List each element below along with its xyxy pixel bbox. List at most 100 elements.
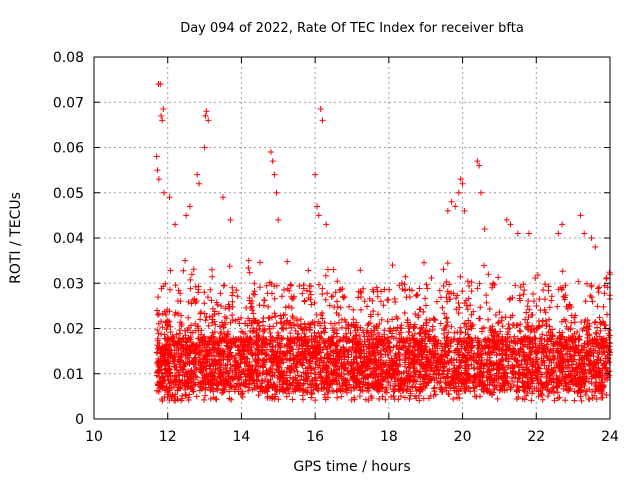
data-point — [249, 351, 256, 358]
data-point — [323, 221, 330, 228]
data-point — [581, 378, 588, 385]
data-point — [177, 384, 184, 391]
data-point — [162, 280, 169, 287]
data-point — [190, 266, 197, 273]
data-point — [416, 343, 423, 350]
data-point — [344, 351, 351, 358]
data-point — [289, 314, 296, 321]
data-point — [319, 315, 326, 322]
data-point — [381, 388, 388, 395]
data-point — [401, 287, 408, 294]
data-point — [399, 387, 406, 394]
data-point — [212, 358, 219, 365]
x-tick-label: 22 — [527, 429, 545, 445]
data-point — [561, 296, 568, 303]
data-point — [524, 370, 531, 377]
data-point — [514, 230, 521, 237]
data-point — [368, 393, 375, 400]
data-point — [361, 367, 368, 374]
data-point — [546, 372, 553, 379]
data-point — [199, 336, 206, 343]
data-point — [512, 282, 519, 289]
data-point — [292, 363, 299, 370]
data-point — [343, 330, 350, 337]
data-point — [588, 351, 595, 358]
data-point — [393, 327, 400, 334]
data-point — [396, 386, 403, 393]
data-point — [196, 180, 203, 187]
data-point — [261, 358, 268, 365]
data-point — [209, 382, 216, 389]
data-point — [180, 267, 187, 274]
data-point — [299, 290, 306, 297]
data-points — [153, 81, 613, 404]
data-point — [195, 289, 202, 296]
data-point — [506, 325, 513, 332]
data-point — [385, 369, 392, 376]
data-point — [290, 321, 297, 328]
data-point — [455, 310, 462, 317]
data-point — [201, 310, 208, 317]
data-point — [593, 379, 600, 386]
data-point — [521, 396, 528, 403]
data-point — [156, 343, 163, 350]
data-point — [250, 315, 257, 322]
data-point — [591, 392, 598, 399]
data-point — [382, 359, 389, 366]
data-point — [532, 275, 539, 282]
data-point — [428, 376, 435, 383]
data-point — [245, 265, 252, 272]
data-point — [283, 393, 290, 400]
data-point — [470, 308, 477, 315]
data-point — [217, 337, 224, 344]
data-point — [420, 308, 427, 315]
data-point — [186, 203, 193, 210]
data-point — [576, 336, 583, 343]
data-point — [159, 377, 166, 384]
data-point — [467, 377, 474, 384]
data-point — [397, 393, 404, 400]
data-point — [354, 340, 361, 347]
data-point — [481, 225, 488, 232]
data-point — [558, 340, 565, 347]
data-point — [341, 334, 348, 341]
data-point — [431, 342, 438, 349]
data-point — [267, 149, 274, 156]
data-point — [155, 320, 162, 327]
data-point — [524, 303, 531, 310]
data-point — [491, 333, 498, 340]
data-point — [217, 370, 224, 377]
data-point — [307, 358, 314, 365]
data-point — [529, 362, 536, 369]
data-point — [444, 260, 451, 267]
data-point — [593, 396, 600, 403]
data-point — [177, 357, 184, 364]
data-point — [306, 288, 313, 295]
data-point — [484, 335, 491, 342]
data-point — [510, 364, 517, 371]
data-point — [556, 374, 563, 381]
data-point — [154, 326, 161, 333]
data-point — [228, 339, 235, 346]
data-point — [424, 285, 431, 292]
data-point — [458, 329, 465, 336]
data-point — [393, 313, 400, 320]
data-point — [256, 336, 263, 343]
data-point — [263, 386, 270, 393]
data-point — [422, 333, 429, 340]
data-point — [283, 368, 290, 375]
data-point — [215, 342, 222, 349]
data-point — [468, 336, 475, 343]
data-point — [493, 352, 500, 359]
data-point — [266, 279, 273, 286]
data-point — [406, 348, 413, 355]
data-point — [202, 317, 209, 324]
data-point — [443, 294, 450, 301]
data-point — [444, 207, 451, 214]
data-point — [591, 319, 598, 326]
data-point — [588, 294, 595, 301]
data-point — [429, 326, 436, 333]
data-point — [439, 371, 446, 378]
data-point — [595, 285, 602, 292]
data-point — [260, 369, 267, 376]
